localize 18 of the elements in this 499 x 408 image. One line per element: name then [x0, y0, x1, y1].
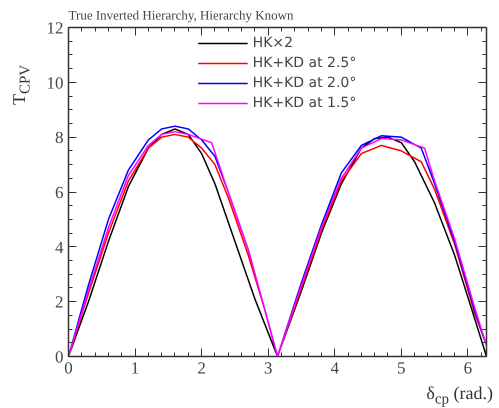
legend-label: HK×2 [252, 35, 294, 51]
legend-label: HK+KD at 2.5° [252, 55, 356, 71]
x-tick-label: 4 [330, 358, 340, 378]
x-tick-label: 1 [130, 358, 140, 378]
x-axis-title: δ$_{cp}$ (rad.) [426, 382, 493, 408]
y-tick-label: 10 [46, 73, 64, 92]
y-tick-label: 8 [55, 128, 64, 148]
legend-label: HK+KD at 2.0° [252, 75, 356, 91]
x-tick-label: 5 [397, 358, 406, 378]
x-tick-label: 3 [264, 358, 272, 378]
y-tick-label: 4 [55, 238, 64, 257]
x-tick-label: 2 [197, 358, 206, 378]
chart-title: True Inverted Hierarchy, Hierarchy Known [68, 8, 294, 22]
y-tick-label: 6 [55, 183, 64, 202]
y-tick-label: 12 [46, 18, 64, 38]
legend-label: HK+KD at 1.5° [252, 95, 356, 111]
y-tick-label: 2 [55, 292, 64, 312]
x-tick-label: 6 [464, 358, 472, 378]
